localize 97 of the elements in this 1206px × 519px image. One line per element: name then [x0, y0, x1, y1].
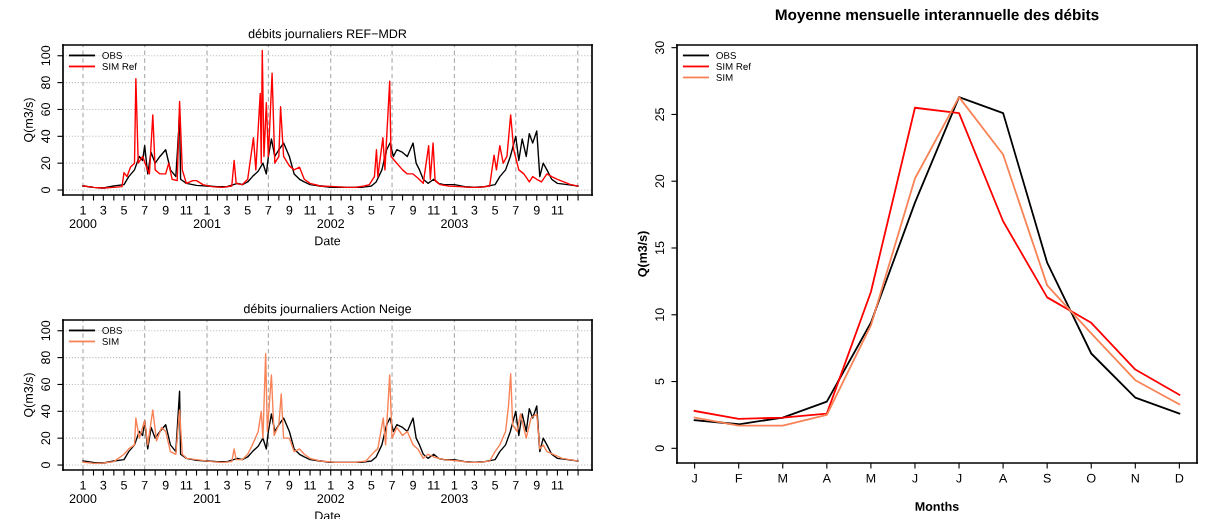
- legend-label: OBS: [102, 52, 122, 59]
- x-tick-label: 5: [492, 480, 499, 490]
- chart-title: Moyenne mensuelle interannuelle des débits: [775, 8, 1099, 24]
- x-tick-label: F: [735, 473, 743, 483]
- x-tick-label: J: [691, 473, 697, 483]
- legend-label: SIM: [102, 338, 119, 345]
- x-tick-label: 11: [551, 205, 564, 215]
- x-tick-label: 7: [389, 480, 395, 490]
- line-series: [82, 390, 579, 464]
- y-tick-label: 20: [655, 174, 665, 188]
- x-tick-label: 3: [347, 480, 354, 490]
- x-tick-label: 9: [533, 480, 540, 490]
- x-tick-label: J: [956, 473, 962, 483]
- x-tick-label: 7: [141, 480, 148, 490]
- x-tick-label: 1 2002: [317, 205, 344, 229]
- x-tick-label: 3: [471, 480, 478, 490]
- x-tick-label: 1 2003: [441, 205, 468, 229]
- y-tick-label: 100: [41, 320, 51, 341]
- x-tick-label: 1 2000: [69, 480, 97, 504]
- y-tick-label: 40: [41, 404, 51, 418]
- y-tick-label: 20: [41, 431, 51, 445]
- x-tick-label: 3: [347, 205, 354, 215]
- x-tick-label: 5: [368, 480, 375, 490]
- x-tick-label: M: [778, 473, 787, 483]
- x-tick-label: 5: [244, 205, 251, 215]
- x-tick-label: 11: [304, 480, 316, 490]
- y-tick-label: 60: [41, 102, 51, 116]
- x-tick-label: 7: [141, 205, 148, 215]
- x-tick-label: 11: [551, 480, 564, 490]
- x-tick-label: 9: [162, 205, 169, 215]
- x-tick-label: 9: [533, 205, 540, 215]
- x-tick-label: 1 2001: [193, 480, 221, 504]
- x-tick-label: S: [1043, 473, 1051, 483]
- x-tick-label: 3: [224, 480, 230, 490]
- x-tick-label: 9: [162, 480, 169, 490]
- x-tick-label: 7: [265, 205, 272, 215]
- y-axis-title: Q(m3/s): [637, 231, 650, 277]
- x-axis-title: Date: [315, 236, 341, 246]
- x-tick-label: 5: [492, 205, 499, 215]
- y-tick-label: 80: [41, 76, 51, 90]
- y-tick-label: 80: [41, 351, 51, 365]
- line-series: [82, 49, 579, 189]
- x-tick-label: A: [998, 473, 1008, 483]
- chart-title: débits journaliers REF−MDR: [248, 28, 407, 41]
- x-tick-label: 9: [410, 205, 416, 215]
- legend-label: SIM Ref: [102, 62, 138, 70]
- x-tick-label: 11: [428, 205, 440, 215]
- x-tick-label: 1 2001: [193, 205, 221, 229]
- line-series: [82, 352, 579, 465]
- y-axis-title: Q(m3/s): [23, 98, 36, 142]
- x-tick-label: 9: [286, 480, 293, 490]
- y-tick-label: 0: [41, 187, 51, 194]
- y-tick-label: 15: [655, 241, 665, 254]
- x-axis-title: Months: [915, 501, 959, 511]
- x-tick-label: 1 2002: [317, 480, 344, 504]
- x-tick-label: O: [1086, 473, 1096, 483]
- x-tick-label: 11: [180, 205, 193, 215]
- y-tick-label: 40: [41, 129, 51, 143]
- y-tick-label: 0: [41, 462, 51, 469]
- x-tick-label: 1 2000: [69, 205, 97, 229]
- chart-title: débits journaliers Action Neige: [243, 303, 412, 316]
- x-tick-label: 3: [100, 205, 107, 215]
- x-tick-label: 7: [512, 480, 519, 490]
- x-tick-label: 11: [304, 205, 316, 215]
- x-tick-label: 1 2003: [441, 480, 468, 504]
- x-tick-label: 11: [180, 480, 193, 490]
- x-tick-label: 5: [368, 205, 375, 215]
- y-tick-label: 10: [655, 308, 665, 321]
- x-tick-label: 3: [471, 205, 478, 215]
- x-tick-label: 5: [244, 480, 251, 490]
- y-tick-label: 60: [41, 377, 51, 391]
- legend-label: OBS: [102, 327, 122, 334]
- y-axis-title: Q(m3/s): [23, 373, 36, 417]
- x-tick-label: 11: [428, 480, 440, 490]
- y-tick-label: 0: [655, 445, 665, 452]
- x-tick-label: 5: [121, 205, 127, 215]
- x-tick-label: 7: [512, 205, 519, 215]
- x-tick-label: 7: [389, 205, 395, 215]
- legend-label: SIM: [716, 74, 733, 81]
- x-tick-label: 9: [410, 480, 416, 490]
- y-tick-label: 20: [41, 156, 51, 170]
- x-tick-label: 3: [100, 480, 107, 490]
- legend-label: SIM Ref: [716, 62, 752, 70]
- x-tick-label: 9: [286, 205, 293, 215]
- x-tick-label: N: [1131, 473, 1139, 483]
- legend-label: OBS: [716, 52, 736, 59]
- y-tick-label: 25: [655, 108, 665, 121]
- x-tick-label: D: [1175, 473, 1184, 483]
- x-tick-label: M: [866, 473, 876, 483]
- y-tick-label: 30: [655, 41, 665, 55]
- x-tick-label: A: [822, 473, 831, 483]
- x-tick-label: J: [912, 473, 918, 483]
- y-tick-label: 100: [41, 45, 51, 66]
- y-tick-label: 5: [655, 378, 665, 385]
- x-tick-label: 3: [224, 205, 230, 215]
- x-tick-label: 5: [121, 480, 127, 490]
- x-tick-label: 7: [265, 480, 272, 490]
